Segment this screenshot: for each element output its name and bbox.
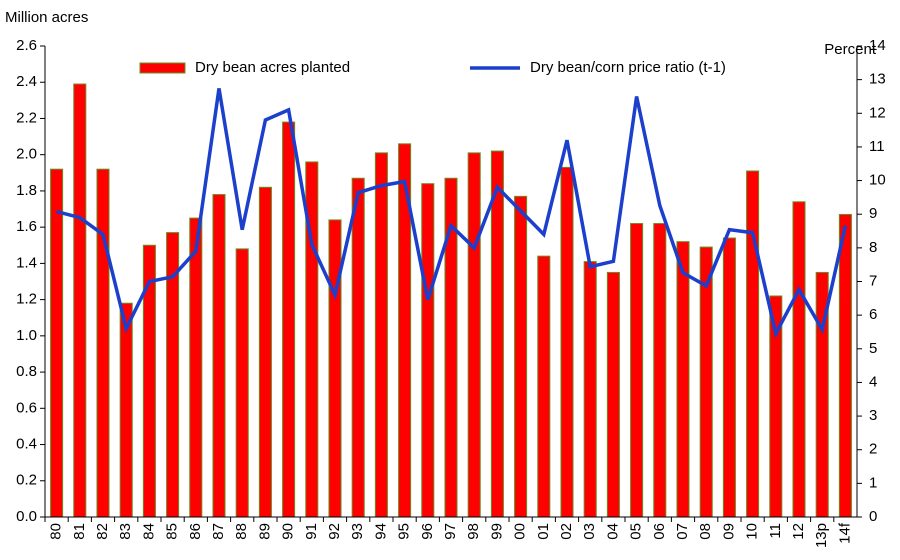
bar bbox=[258, 186, 272, 518]
y2-tick-label: 1 bbox=[869, 474, 877, 491]
x-tick-label: 84 bbox=[140, 523, 157, 540]
bar bbox=[583, 261, 597, 518]
y2-tick-label: 7 bbox=[869, 272, 877, 289]
bar bbox=[490, 150, 504, 518]
y-tick-label: 2.4 bbox=[16, 73, 37, 90]
x-tick-label: 89 bbox=[256, 523, 273, 540]
bar bbox=[560, 166, 574, 518]
legend-swatch bbox=[139, 62, 186, 74]
legend-label: Dry bean/corn price ratio (t-1) bbox=[530, 59, 726, 76]
bar bbox=[50, 168, 64, 518]
x-tick-label: 82 bbox=[94, 523, 111, 540]
x-tick-label: 02 bbox=[558, 523, 575, 540]
x-tick-label: 85 bbox=[164, 523, 181, 540]
x-tick-label: 95 bbox=[396, 523, 413, 540]
bar bbox=[189, 217, 203, 518]
x-tick-label: 80 bbox=[48, 523, 65, 540]
x-tick-label: 99 bbox=[488, 523, 505, 540]
bar bbox=[746, 170, 760, 518]
x-tick-label: 09 bbox=[720, 523, 737, 540]
bar bbox=[142, 244, 156, 518]
y-tick-label: 0.0 bbox=[16, 508, 37, 525]
x-tick-label: 01 bbox=[535, 523, 552, 540]
y2-tick-label: 13 bbox=[869, 71, 886, 88]
x-tick-label: 94 bbox=[372, 523, 389, 540]
x-tick-label: 92 bbox=[326, 523, 343, 540]
y-tick-label: 1.0 bbox=[16, 327, 37, 344]
x-tick-label: 06 bbox=[651, 523, 668, 540]
bar bbox=[73, 83, 87, 518]
y-tick-label: 2.2 bbox=[16, 109, 37, 126]
y-tick-label: 0.6 bbox=[16, 399, 37, 416]
x-tick-label: 00 bbox=[512, 523, 529, 540]
x-tick-label: 88 bbox=[233, 523, 250, 540]
y2-tick-label: 4 bbox=[869, 373, 877, 390]
y2-tick-label: 12 bbox=[869, 104, 886, 121]
bar bbox=[676, 241, 690, 518]
y2-tick-label: 2 bbox=[869, 441, 877, 458]
y-tick-label: 0.2 bbox=[16, 472, 37, 489]
bar bbox=[467, 152, 481, 518]
x-tick-label: 96 bbox=[419, 523, 436, 540]
x-tick-label: 87 bbox=[210, 523, 227, 540]
y-tick-label: 2.0 bbox=[16, 146, 37, 163]
bar bbox=[653, 223, 667, 518]
x-tick-label: 08 bbox=[697, 523, 714, 540]
bar bbox=[374, 152, 388, 518]
x-tick-label: 90 bbox=[280, 523, 297, 540]
y-tick-label: 0.4 bbox=[16, 436, 37, 453]
bar bbox=[282, 121, 296, 518]
y2-tick-label: 6 bbox=[869, 306, 877, 323]
bar bbox=[96, 168, 110, 518]
bar bbox=[421, 183, 435, 518]
y-tick-label: 0.8 bbox=[16, 363, 37, 380]
x-tick-label: 07 bbox=[674, 523, 691, 540]
x-tick-label: 03 bbox=[581, 523, 598, 540]
bar bbox=[119, 302, 133, 518]
bar bbox=[792, 201, 806, 518]
x-tick-label: 14f bbox=[836, 522, 853, 544]
bar bbox=[351, 177, 365, 518]
y2-tick-label: 11 bbox=[869, 138, 885, 155]
y-tick-label: 2.6 bbox=[16, 37, 37, 54]
line-series bbox=[56, 88, 848, 339]
bar bbox=[537, 255, 551, 518]
x-tick-label: 81 bbox=[71, 523, 88, 540]
bar bbox=[235, 248, 249, 518]
legend-label: Dry bean acres planted bbox=[195, 59, 350, 76]
x-tick-label: 05 bbox=[628, 523, 645, 540]
y-tick-label: 1.8 bbox=[16, 182, 37, 199]
bar bbox=[722, 237, 736, 518]
x-tick-label: 12 bbox=[790, 523, 807, 540]
x-tick-label: 83 bbox=[117, 523, 134, 540]
y2-axis-title: Percent bbox=[824, 41, 877, 58]
y2-tick-label: 9 bbox=[869, 205, 877, 222]
x-tick-label: 91 bbox=[303, 523, 320, 540]
y-tick-label: 1.4 bbox=[16, 254, 37, 271]
y-tick-label: 1.6 bbox=[16, 218, 37, 235]
y2-tick-label: 14 bbox=[869, 37, 886, 54]
x-tick-label: 98 bbox=[465, 523, 482, 540]
y2-tick-label: 10 bbox=[869, 172, 886, 189]
bar bbox=[838, 213, 852, 518]
bar bbox=[606, 271, 620, 518]
x-tick-label: 93 bbox=[349, 523, 366, 540]
bar bbox=[212, 194, 226, 518]
y2-tick-label: 5 bbox=[869, 340, 877, 357]
y-axis-title: Million acres bbox=[5, 9, 88, 26]
y2-tick-label: 8 bbox=[869, 239, 877, 256]
x-tick-label: 13p bbox=[813, 523, 830, 548]
x-tick-label: 86 bbox=[187, 523, 204, 540]
x-tick-label: 97 bbox=[442, 523, 459, 540]
bar bbox=[630, 223, 644, 518]
y-tick-label: 1.2 bbox=[16, 291, 37, 308]
y2-tick-label: 0 bbox=[869, 508, 877, 525]
x-tick-label: 10 bbox=[744, 523, 761, 540]
bar bbox=[514, 195, 528, 518]
x-tick-label: 04 bbox=[604, 523, 621, 540]
y2-tick-label: 3 bbox=[869, 407, 877, 424]
bar bbox=[328, 219, 342, 518]
x-tick-label: 11 bbox=[767, 523, 784, 539]
